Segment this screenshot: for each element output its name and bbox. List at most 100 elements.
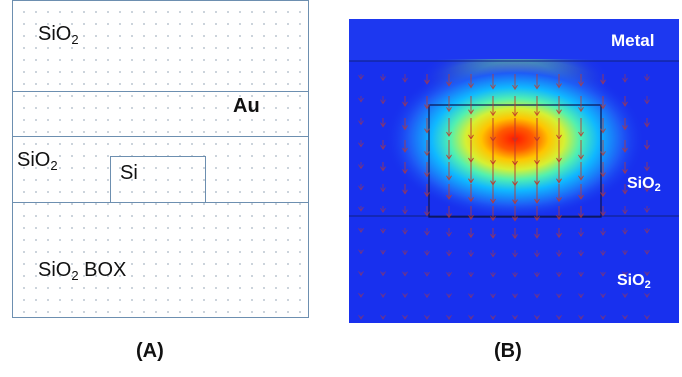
layer-stack-diagram: SiO2 Au SiO2 Si SiO2 BOX [12, 0, 309, 318]
field-arrow [380, 206, 386, 213]
field-arrow [512, 184, 518, 205]
field-arrow [490, 272, 496, 278]
field-arrow [512, 74, 518, 91]
field-arrow [512, 293, 518, 299]
field-arrow [644, 184, 650, 193]
field-arrow [490, 315, 496, 321]
field-arrow [358, 184, 364, 191]
field-arrow [534, 272, 540, 278]
field-arrow [402, 74, 408, 83]
field-arrow [446, 96, 452, 113]
field-arrow [644, 118, 650, 128]
field-arrow [468, 206, 474, 221]
field-arrow [424, 96, 430, 110]
field-arrow [534, 96, 540, 117]
field-arrow [622, 118, 628, 131]
field-arrow [622, 314, 628, 320]
field-arrow [358, 206, 364, 212]
field-arrow [622, 162, 628, 175]
field-arrow [534, 315, 540, 321]
field-arrow [380, 118, 386, 128]
field-arrow [446, 140, 452, 160]
field-arrow [468, 74, 474, 89]
field-arrow [600, 184, 606, 198]
field-arrow [358, 292, 364, 298]
field-arrow [644, 292, 650, 298]
top-sio2-label: SiO2 [38, 23, 79, 47]
field-arrow [578, 140, 584, 160]
field-arrow [622, 250, 628, 256]
field-arrow [534, 184, 540, 204]
field-arrow [468, 250, 474, 258]
field-arrow [424, 250, 430, 256]
field-arrow [534, 74, 540, 90]
field-arrow [600, 293, 606, 299]
field-arrow [424, 184, 430, 198]
field-arrow [556, 250, 562, 258]
field-arrow [600, 250, 606, 256]
field-arrow [402, 228, 408, 235]
field-arrow [600, 118, 606, 134]
field-arrow [380, 140, 386, 150]
field-arrow [512, 315, 518, 321]
field-arrow [600, 96, 606, 110]
field-arrow [534, 293, 540, 299]
field-arrow [446, 314, 452, 320]
field-arrow [446, 272, 452, 278]
field-arrow [358, 96, 364, 103]
field-arrow [578, 314, 584, 320]
si-core-rect [110, 156, 206, 203]
si-label: Si [120, 162, 138, 184]
field-arrow [358, 118, 364, 126]
field-arrow [644, 228, 650, 234]
field-arrow [468, 184, 474, 203]
field-arrow [446, 293, 452, 299]
field-arrow [424, 206, 430, 217]
field-arrow [578, 293, 584, 299]
field-arrow [424, 162, 430, 178]
field-arrow [380, 292, 386, 298]
field-arrow [512, 228, 518, 240]
field-arrow [380, 96, 386, 105]
field-arrow [358, 228, 364, 233]
caption-b: (B) [494, 340, 522, 362]
field-arrow [578, 228, 584, 237]
field-arrow [644, 140, 650, 150]
field-arrow [600, 206, 606, 217]
field-arrow [556, 74, 562, 89]
field-arrow [512, 206, 518, 222]
field-arrow [578, 250, 584, 257]
field-arrow [578, 118, 584, 137]
field-arrow [468, 96, 474, 115]
field-arrow [446, 250, 452, 257]
field-arrow [556, 272, 562, 278]
field-arrow [358, 162, 364, 170]
field-arrow [644, 314, 650, 320]
caption-a: (A) [136, 340, 164, 362]
field-arrow [644, 206, 650, 213]
field-arrow [512, 96, 518, 117]
lower-sio2-label: SiO2 [617, 272, 651, 291]
field-arrow [578, 272, 584, 278]
field-arrow [556, 162, 562, 184]
field-arrow [380, 249, 386, 255]
field-arrow [424, 293, 430, 299]
field-arrow [578, 206, 584, 219]
field-arrow [490, 184, 496, 204]
upper-sio2-label: SiO2 [627, 175, 661, 194]
field-map-svg [349, 19, 679, 323]
field-arrow [644, 162, 650, 172]
field-arrow [446, 206, 452, 219]
field-arrow [512, 272, 518, 278]
field-arrow [622, 271, 628, 277]
field-arrow [556, 315, 562, 320]
field-arrow [622, 74, 628, 83]
metal-label: Metal [611, 31, 655, 50]
field-arrow [490, 74, 496, 90]
field-arrow [468, 118, 474, 140]
field-arrow [490, 206, 496, 222]
field-arrow [490, 228, 496, 239]
field-arrow [402, 118, 408, 131]
field-arrow [402, 271, 408, 277]
field-arrow [600, 271, 606, 277]
